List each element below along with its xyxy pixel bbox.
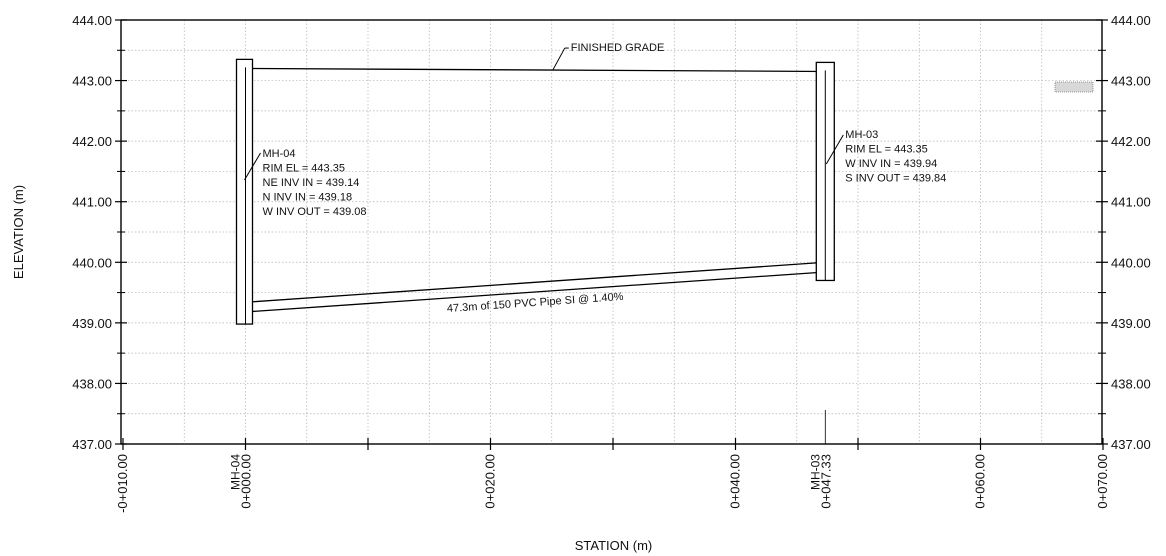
mh-04-note-line: MH-04 [263,148,296,160]
small-stamp-box [1054,81,1094,93]
y-tick-label-left: 441.00 [72,195,112,210]
axis-labels: 437.00 437.00 438.00 438.00 439.00 439.00 440.… [72,13,1151,513]
y-tick-label-right: 444.00 [1111,13,1151,28]
x-tick-label: -0+010.00 [115,454,130,513]
mh-04-note-line: W INV OUT = 439.08 [263,206,367,218]
axis-ticks [115,19,1108,450]
y-tick-label-left: 439.00 [72,316,112,331]
y-tick-label-right: 437.00 [1111,437,1151,452]
x-tick-label: 0+020.00 [483,454,498,509]
mh-03-note-line: MH-03 [845,129,878,141]
pipe-invert-line [245,271,826,313]
mh-04-note-line: N INV IN = 439.18 [263,192,353,204]
finished-grade-leader [552,47,566,71]
y-tick-label-left: 444.00 [72,13,112,28]
manhole-mh-03-notes: MH-03 RIM EL = 443.35 W INV IN = 439.94 … [845,129,946,185]
y-tick-label-right: 443.00 [1111,74,1151,89]
mh-03-note-line: W INV IN = 439.94 [845,158,937,170]
x-tick-prefix: MH-04 [229,454,243,490]
manhole-mh-04-notes: MH-04 RIM EL = 443.35 NE INV IN = 439.14… [263,148,367,218]
x-tick-label: 0+000.00 [239,454,254,509]
x-tick-label: 0+047.33 [818,454,833,509]
mh-04-note-line: RIM EL = 443.35 [263,163,345,175]
mh-04-note-line: NE INV IN = 439.14 [263,177,360,189]
x-axis-title: STATION (m) [575,538,653,553]
x-tick-prefix: MH-03 [808,454,822,490]
pipe-label: 47.3m of 150 PVC Pipe SI @ 1.40% [447,291,625,315]
y-axis-title: ELEVATION (m) [11,185,26,279]
mh-03-note-line: RIM EL = 443.35 [845,144,927,156]
y-tick-label-left: 440.00 [72,255,112,270]
grid [121,20,1102,444]
manhole-mh-03-leader [825,134,844,165]
x-tick-label: 0+040.00 [728,454,743,509]
y-tick-label-right: 440.00 [1111,255,1151,270]
x-tick-label: 0+070.00 [1095,454,1110,509]
y-tick-label-right: 441.00 [1111,195,1151,210]
manhole-mh-04-leader [244,152,261,181]
mh-03-note-line: S INV OUT = 439.84 [845,173,946,185]
y-tick-label-left: 443.00 [72,74,112,89]
y-tick-label-right: 442.00 [1111,134,1151,149]
plot-frame [120,19,1103,445]
y-tick-label-left: 437.00 [72,437,112,452]
y-tick-label-left: 438.00 [72,376,112,391]
y-tick-label-right: 438.00 [1111,376,1151,391]
x-tick-label: 0+060.00 [973,454,988,509]
manhole-mh-04 [235,58,254,325]
finished-grade-line [245,67,826,73]
finished-grade-label: FINISHED GRADE [571,42,665,54]
y-tick-label-left: 442.00 [72,134,112,149]
y-tick-label-right: 439.00 [1111,316,1151,331]
pipe-crown-line [245,261,826,303]
